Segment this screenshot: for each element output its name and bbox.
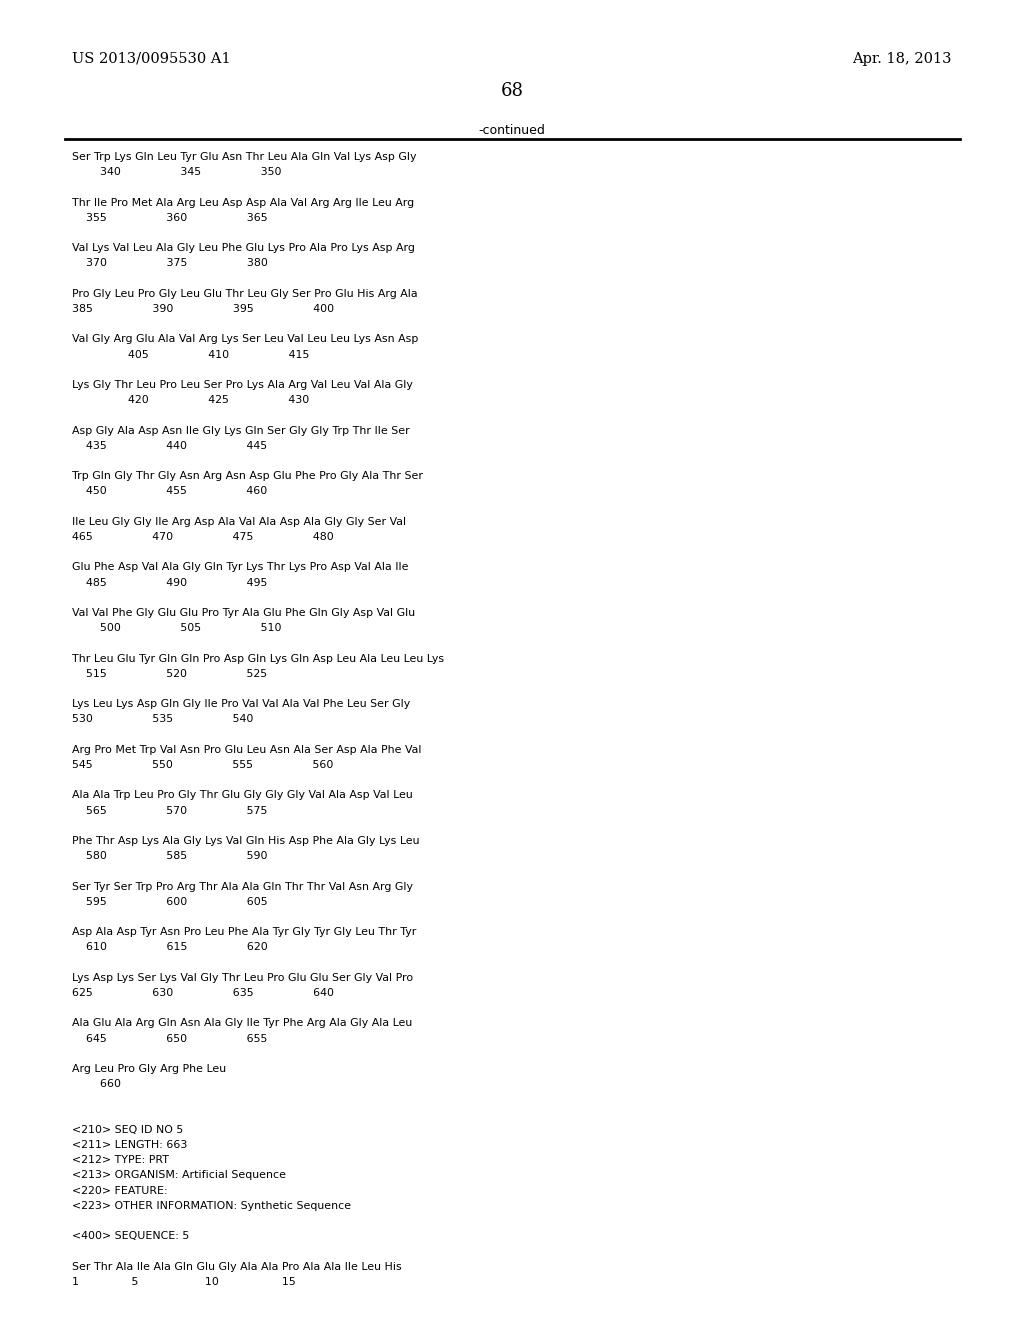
Text: 610                 615                 620: 610 615 620 <box>72 942 267 953</box>
Text: <223> OTHER INFORMATION: Synthetic Sequence: <223> OTHER INFORMATION: Synthetic Seque… <box>72 1201 351 1210</box>
Text: Trp Gln Gly Thr Gly Asn Arg Asn Asp Glu Phe Pro Gly Ala Thr Ser: Trp Gln Gly Thr Gly Asn Arg Asn Asp Glu … <box>72 471 423 482</box>
Text: Apr. 18, 2013: Apr. 18, 2013 <box>853 51 952 66</box>
Text: 340                 345                 350: 340 345 350 <box>72 168 282 177</box>
Text: Ser Trp Lys Gln Leu Tyr Glu Asn Thr Leu Ala Gln Val Lys Asp Gly: Ser Trp Lys Gln Leu Tyr Glu Asn Thr Leu … <box>72 152 417 162</box>
Text: Lys Leu Lys Asp Gln Gly Ile Pro Val Val Ala Val Phe Leu Ser Gly: Lys Leu Lys Asp Gln Gly Ile Pro Val Val … <box>72 700 411 709</box>
Text: 595                 600                 605: 595 600 605 <box>72 896 267 907</box>
Text: 450                 455                 460: 450 455 460 <box>72 486 267 496</box>
Text: Lys Asp Lys Ser Lys Val Gly Thr Leu Pro Glu Glu Ser Gly Val Pro: Lys Asp Lys Ser Lys Val Gly Thr Leu Pro … <box>72 973 413 983</box>
Text: Asp Gly Ala Asp Asn Ile Gly Lys Gln Ser Gly Gly Trp Thr Ile Ser: Asp Gly Ala Asp Asn Ile Gly Lys Gln Ser … <box>72 425 410 436</box>
Text: 385                 390                 395                 400: 385 390 395 400 <box>72 304 334 314</box>
Text: Val Lys Val Leu Ala Gly Leu Phe Glu Lys Pro Ala Pro Lys Asp Arg: Val Lys Val Leu Ala Gly Leu Phe Glu Lys … <box>72 243 415 253</box>
Text: Pro Gly Leu Pro Gly Leu Glu Thr Leu Gly Ser Pro Glu His Arg Ala: Pro Gly Leu Pro Gly Leu Glu Thr Leu Gly … <box>72 289 418 298</box>
Text: Ala Ala Trp Leu Pro Gly Thr Glu Gly Gly Gly Val Ala Asp Val Leu: Ala Ala Trp Leu Pro Gly Thr Glu Gly Gly … <box>72 791 413 800</box>
Text: Ala Glu Ala Arg Gln Asn Ala Gly Ile Tyr Phe Arg Ala Gly Ala Leu: Ala Glu Ala Arg Gln Asn Ala Gly Ile Tyr … <box>72 1019 413 1028</box>
Text: 565                 570                 575: 565 570 575 <box>72 805 267 816</box>
Text: Arg Pro Met Trp Val Asn Pro Glu Leu Asn Ala Ser Asp Ala Phe Val: Arg Pro Met Trp Val Asn Pro Glu Leu Asn … <box>72 744 422 755</box>
Text: Ser Tyr Ser Trp Pro Arg Thr Ala Ala Gln Thr Thr Val Asn Arg Gly: Ser Tyr Ser Trp Pro Arg Thr Ala Ala Gln … <box>72 882 413 891</box>
Text: 370                 375                 380: 370 375 380 <box>72 259 268 268</box>
Text: US 2013/0095530 A1: US 2013/0095530 A1 <box>72 51 230 66</box>
Text: Lys Gly Thr Leu Pro Leu Ser Pro Lys Ala Arg Val Leu Val Ala Gly: Lys Gly Thr Leu Pro Leu Ser Pro Lys Ala … <box>72 380 413 389</box>
Text: <212> TYPE: PRT: <212> TYPE: PRT <box>72 1155 169 1166</box>
Text: 530                 535                 540: 530 535 540 <box>72 714 253 725</box>
Text: 68: 68 <box>501 82 523 100</box>
Text: 515                 520                 525: 515 520 525 <box>72 669 267 678</box>
Text: -continued: -continued <box>478 124 546 137</box>
Text: 1               5                   10                  15: 1 5 10 15 <box>72 1276 296 1287</box>
Text: 485                 490                 495: 485 490 495 <box>72 578 267 587</box>
Text: Arg Leu Pro Gly Arg Phe Leu: Arg Leu Pro Gly Arg Phe Leu <box>72 1064 226 1074</box>
Text: Thr Leu Glu Tyr Gln Gln Pro Asp Gln Lys Gln Asp Leu Ala Leu Leu Lys: Thr Leu Glu Tyr Gln Gln Pro Asp Gln Lys … <box>72 653 444 664</box>
Text: <220> FEATURE:: <220> FEATURE: <box>72 1185 168 1196</box>
Text: <400> SEQUENCE: 5: <400> SEQUENCE: 5 <box>72 1232 189 1241</box>
Text: 645                 650                 655: 645 650 655 <box>72 1034 267 1044</box>
Text: 660: 660 <box>72 1080 121 1089</box>
Text: 580                 585                 590: 580 585 590 <box>72 851 267 861</box>
Text: 545                 550                 555                 560: 545 550 555 560 <box>72 760 334 770</box>
Text: <211> LENGTH: 663: <211> LENGTH: 663 <box>72 1140 187 1150</box>
Text: Glu Phe Asp Val Ala Gly Gln Tyr Lys Thr Lys Pro Asp Val Ala Ile: Glu Phe Asp Val Ala Gly Gln Tyr Lys Thr … <box>72 562 409 573</box>
Text: 625                 630                 635                 640: 625 630 635 640 <box>72 987 334 998</box>
Text: 405                 410                 415: 405 410 415 <box>72 350 309 359</box>
Text: 500                 505                 510: 500 505 510 <box>72 623 282 634</box>
Text: 435                 440                 445: 435 440 445 <box>72 441 267 451</box>
Text: 465                 470                 475                 480: 465 470 475 480 <box>72 532 334 543</box>
Text: 420                 425                 430: 420 425 430 <box>72 395 309 405</box>
Text: Val Gly Arg Glu Ala Val Arg Lys Ser Leu Val Leu Leu Lys Asn Asp: Val Gly Arg Glu Ala Val Arg Lys Ser Leu … <box>72 334 419 345</box>
Text: Ile Leu Gly Gly Ile Arg Asp Ala Val Ala Asp Ala Gly Gly Ser Val: Ile Leu Gly Gly Ile Arg Asp Ala Val Ala … <box>72 517 407 527</box>
Text: Ser Thr Ala Ile Ala Gln Glu Gly Ala Ala Pro Ala Ala Ile Leu His: Ser Thr Ala Ile Ala Gln Glu Gly Ala Ala … <box>72 1262 401 1271</box>
Text: Phe Thr Asp Lys Ala Gly Lys Val Gln His Asp Phe Ala Gly Lys Leu: Phe Thr Asp Lys Ala Gly Lys Val Gln His … <box>72 836 420 846</box>
Text: Val Val Phe Gly Glu Glu Pro Tyr Ala Glu Phe Gln Gly Asp Val Glu: Val Val Phe Gly Glu Glu Pro Tyr Ala Glu … <box>72 609 415 618</box>
Text: Thr Ile Pro Met Ala Arg Leu Asp Asp Ala Val Arg Arg Ile Leu Arg: Thr Ile Pro Met Ala Arg Leu Asp Asp Ala … <box>72 198 414 207</box>
Text: <210> SEQ ID NO 5: <210> SEQ ID NO 5 <box>72 1125 183 1135</box>
Text: 355                 360                 365: 355 360 365 <box>72 213 267 223</box>
Text: <213> ORGANISM: Artificial Sequence: <213> ORGANISM: Artificial Sequence <box>72 1171 286 1180</box>
Text: Asp Ala Asp Tyr Asn Pro Leu Phe Ala Tyr Gly Tyr Gly Leu Thr Tyr: Asp Ala Asp Tyr Asn Pro Leu Phe Ala Tyr … <box>72 927 417 937</box>
